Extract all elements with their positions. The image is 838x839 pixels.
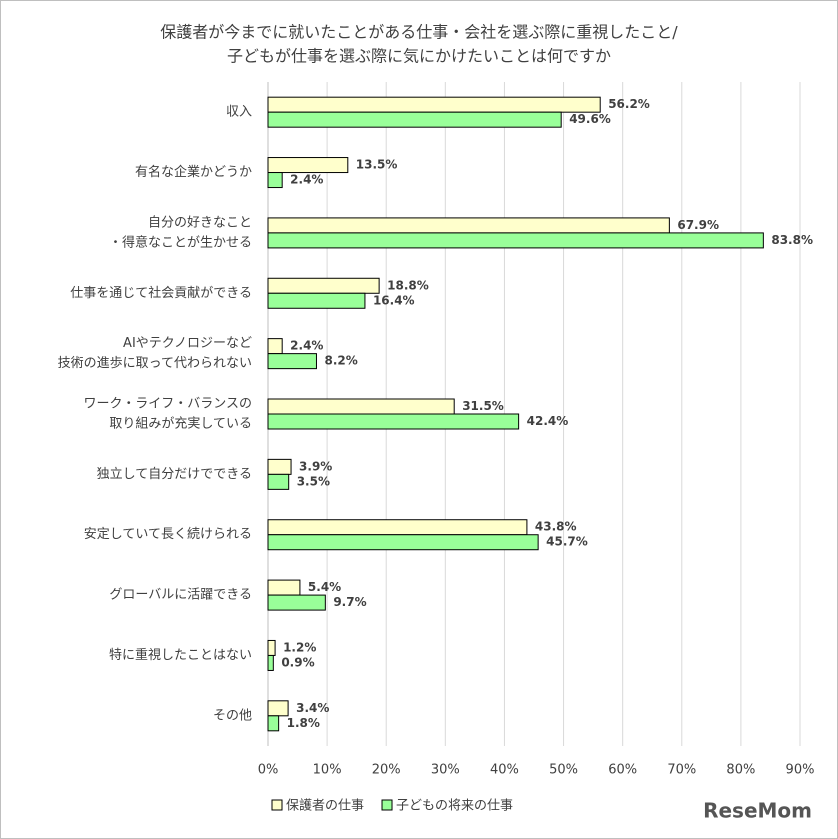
- data-label: 43.8%: [535, 520, 577, 534]
- data-label: 56.2%: [608, 97, 650, 111]
- data-label: 3.9%: [299, 459, 332, 473]
- data-label: 1.8%: [287, 716, 320, 730]
- y-tick-label: 技術の進歩に取って代わられない: [58, 356, 252, 371]
- bar: [267, 639, 276, 656]
- data-label: 2.4%: [290, 173, 323, 187]
- bar: [267, 157, 349, 174]
- bar: [267, 96, 601, 113]
- bar: [267, 111, 562, 128]
- data-label: 1.2%: [283, 640, 316, 654]
- watermark: ReseMom: [703, 799, 812, 823]
- bar: [267, 292, 366, 309]
- x-tick-label: 30%: [431, 763, 460, 778]
- data-label: 2.4%: [290, 339, 323, 353]
- data-label: 13.5%: [356, 158, 398, 172]
- y-tick-label: その他: [213, 708, 252, 723]
- bar: [267, 579, 301, 596]
- data-label: 83.8%: [771, 233, 813, 247]
- data-label: 18.8%: [387, 278, 429, 292]
- bar: [267, 715, 280, 732]
- y-tick-label: 仕事を通じて社会貢献ができる: [70, 285, 252, 301]
- x-tick-label: 20%: [372, 763, 401, 778]
- bar: [267, 700, 289, 717]
- data-label: 42.4%: [527, 414, 569, 428]
- y-tick-label: 安定していて長く続けられる: [84, 527, 252, 542]
- data-label: 9.7%: [333, 595, 366, 609]
- bar: [267, 534, 539, 551]
- data-label: 67.9%: [677, 218, 719, 232]
- x-tick-label: 60%: [608, 763, 637, 778]
- bar: [267, 338, 283, 355]
- y-tick-label: 収入: [226, 105, 252, 120]
- chart-title: 子どもが仕事を選ぶ際に気にかけたいことは何ですか: [227, 47, 611, 66]
- y-tick-label: ・得意なことが生かせる: [109, 234, 252, 250]
- x-tick-label: 0%: [258, 763, 279, 778]
- y-tick-label: 取り組みが充実している: [109, 416, 252, 432]
- bar: [267, 413, 520, 430]
- y-tick-label: ワーク・ライフ・バランスの: [84, 397, 252, 412]
- chart-title: 保護者が今までに就いたことがある仕事・会社を選ぶ際に重視したこと/: [160, 23, 678, 42]
- legend-swatch: [381, 799, 393, 811]
- x-tick-label: 10%: [313, 763, 342, 778]
- x-tick-label: 70%: [667, 763, 696, 778]
- bar: [267, 594, 326, 611]
- x-tick-label: 40%: [490, 763, 519, 778]
- x-tick-label: 90%: [786, 763, 815, 778]
- data-label: 31.5%: [462, 399, 504, 413]
- legend-label: 保護者の仕事: [286, 798, 364, 814]
- bar: [267, 172, 283, 189]
- data-label: 16.4%: [373, 293, 415, 307]
- bar: [267, 473, 290, 490]
- y-tick-label: 有名な企業かどうか: [135, 164, 252, 180]
- bar: [267, 519, 528, 536]
- legend-label: 子どもの将来の仕事: [396, 799, 513, 814]
- bar: [267, 217, 670, 234]
- x-tick-label: 50%: [549, 763, 578, 778]
- data-label: 3.5%: [297, 474, 330, 488]
- bar: [267, 654, 274, 671]
- y-tick-label: グローバルに活躍できる: [109, 588, 252, 603]
- data-label: 45.7%: [546, 535, 588, 549]
- legend-swatch: [271, 799, 283, 811]
- x-tick-label: 80%: [726, 763, 755, 778]
- data-label: 8.2%: [324, 354, 357, 368]
- data-label: 0.9%: [281, 655, 314, 669]
- data-label: 5.4%: [308, 580, 341, 594]
- data-label: 3.4%: [296, 701, 329, 715]
- bar: [267, 398, 455, 415]
- bar: [267, 277, 380, 294]
- y-tick-label: 自分の好きなこと: [148, 215, 252, 230]
- bar: [267, 458, 292, 475]
- bar: [267, 353, 317, 370]
- y-tick-label: 特に重視したことはない: [109, 647, 252, 663]
- y-tick-label: AIやテクノロジーなど: [123, 336, 252, 351]
- y-tick-label: 独立して自分だけでできる: [97, 467, 252, 482]
- data-label: 49.6%: [569, 112, 611, 126]
- bar: [267, 232, 764, 249]
